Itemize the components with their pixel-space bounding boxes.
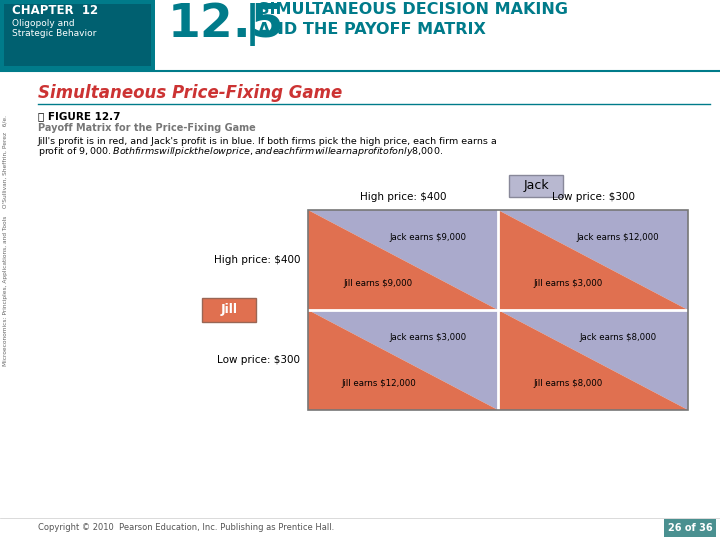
Polygon shape <box>308 210 498 310</box>
Bar <box>4 4 151 66</box>
Polygon shape <box>498 210 688 310</box>
Text: |: | <box>245 3 260 46</box>
Text: Jack earns $3,000: Jack earns $3,000 <box>389 333 467 341</box>
Text: Low price: $300: Low price: $300 <box>217 355 300 365</box>
Text: Jack earns $8,000: Jack earns $8,000 <box>579 333 656 341</box>
Text: 26 of 36: 26 of 36 <box>667 523 712 533</box>
FancyBboxPatch shape <box>664 519 716 537</box>
Polygon shape <box>308 310 498 410</box>
Text: CHAPTER  12: CHAPTER 12 <box>12 3 98 17</box>
Text: SIMULTANEOUS DECISION MAKING: SIMULTANEOUS DECISION MAKING <box>258 3 568 17</box>
Polygon shape <box>308 310 498 410</box>
Bar <box>308 210 688 410</box>
Polygon shape <box>498 210 688 310</box>
Text: Jill's profit is in red, and Jack's profit is in blue. If both firms pick the hi: Jill's profit is in red, and Jack's prof… <box>38 137 498 145</box>
Text: Jack earns $9,000: Jack earns $9,000 <box>390 233 467 241</box>
Text: Jill: Jill <box>220 303 238 316</box>
Text: Copyright © 2010  Pearson Education, Inc. Publishing as Prentice Hall.: Copyright © 2010 Pearson Education, Inc.… <box>38 523 334 532</box>
Text: Strategic Behavior: Strategic Behavior <box>12 30 96 38</box>
Bar <box>0 0 720 70</box>
Text: Jill earns $12,000: Jill earns $12,000 <box>341 379 415 388</box>
Text: Simultaneous Price-Fixing Game: Simultaneous Price-Fixing Game <box>38 84 342 102</box>
Text: Jill earns $8,000: Jill earns $8,000 <box>534 379 603 388</box>
FancyBboxPatch shape <box>202 298 256 322</box>
Text: Microeconomics: Principles, Applications, and Tools    O'Sullivan, Sheffrin, Per: Microeconomics: Principles, Applications… <box>4 114 9 366</box>
Text: High price: $400: High price: $400 <box>360 192 446 202</box>
Text: ⓘ FIGURE 12.7: ⓘ FIGURE 12.7 <box>38 111 120 121</box>
Text: Oligopoly and: Oligopoly and <box>12 18 75 28</box>
Text: 12.5: 12.5 <box>168 3 284 48</box>
Polygon shape <box>498 310 688 410</box>
Text: Payoff Matrix for the Price-Fixing Game: Payoff Matrix for the Price-Fixing Game <box>38 123 256 133</box>
FancyBboxPatch shape <box>509 175 563 197</box>
Text: Low price: $300: Low price: $300 <box>552 192 634 202</box>
Polygon shape <box>498 310 688 410</box>
Text: Jack: Jack <box>523 179 549 192</box>
Text: Jack earns $12,000: Jack earns $12,000 <box>577 233 659 241</box>
Text: Jill earns $9,000: Jill earns $9,000 <box>343 279 413 287</box>
Text: Jill earns $3,000: Jill earns $3,000 <box>534 279 603 287</box>
Polygon shape <box>308 210 498 310</box>
Bar <box>0 0 155 70</box>
Text: High price: $400: High price: $400 <box>214 255 300 265</box>
Text: AND THE PAYOFF MATRIX: AND THE PAYOFF MATRIX <box>258 22 486 37</box>
Text: profit of $9,000. Both firms will pick the low price, and each firm will earn a : profit of $9,000. Both firms will pick t… <box>38 145 443 159</box>
